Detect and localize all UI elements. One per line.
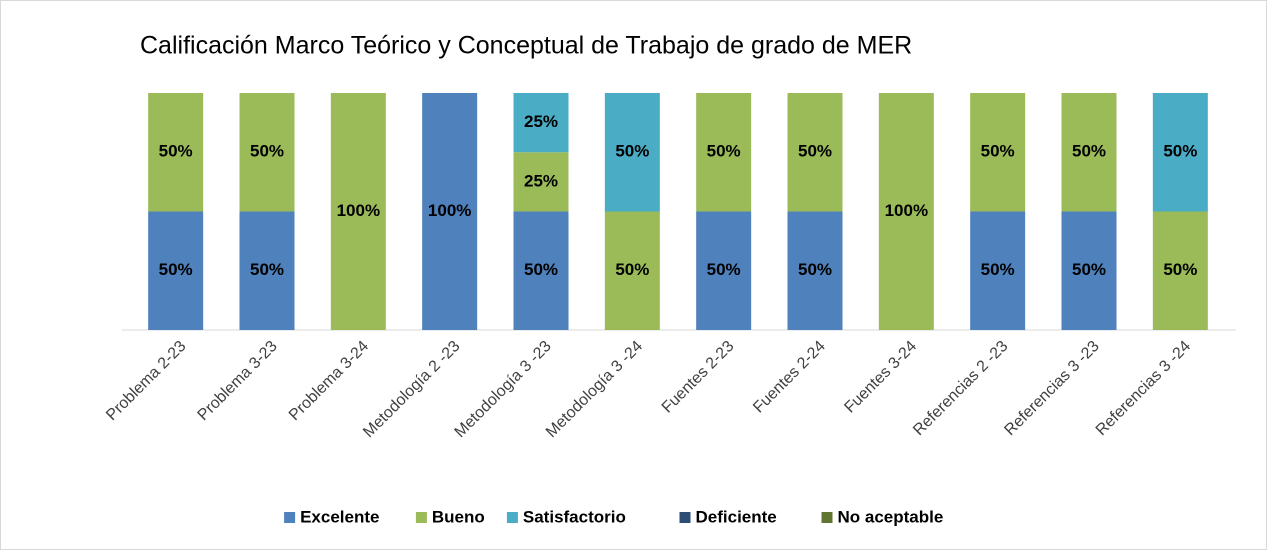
legend-swatch [506,512,518,523]
bar-segment [148,211,204,330]
data-label: 50% [981,142,1015,161]
bar-segment [970,93,1026,212]
bar-segment [787,211,843,330]
data-label: 100% [428,201,471,220]
data-label: 25% [524,171,558,190]
bar-segment [148,93,204,212]
data-label: 50% [798,142,832,161]
legend-label: Bueno [432,507,485,526]
data-label: 25% [524,112,558,131]
data-label: 50% [1072,142,1106,161]
data-label: 50% [1072,260,1106,279]
legend-swatch [679,512,691,523]
bar-segment [604,93,660,212]
bar-segment [604,211,660,330]
legend-label: Excelente [300,507,379,526]
bar-segment [970,211,1026,330]
bar-segment [422,93,478,330]
bar-segment [239,93,295,212]
bar-segment [330,93,386,330]
data-label: 50% [250,260,284,279]
bar-segment [1061,93,1117,212]
chart-title: Calificación Marco Teórico y Conceptual … [140,32,912,60]
legend-swatch [415,512,427,523]
bar-segment [513,152,569,212]
bar-segment [696,211,752,330]
legend-label: Deficiente [696,507,777,526]
data-label: 50% [981,260,1015,279]
bar-segment [1061,211,1117,330]
bar-segment [1152,211,1208,330]
data-label: 50% [707,260,741,279]
legend-label: No aceptable [838,507,944,526]
bar-segment [513,93,569,153]
legend-label: Satisfactorio [523,507,626,526]
bar-segment [513,211,569,330]
bar-segment [239,211,295,330]
data-label: 100% [885,201,928,220]
data-label: 50% [707,142,741,161]
bar-segment [787,93,843,212]
data-label: 50% [159,260,193,279]
data-label: 50% [615,260,649,279]
legend-swatch [284,512,296,523]
legend-swatch [821,512,833,523]
bar-segment [878,93,934,330]
bar-segment [1152,93,1208,212]
data-label: 50% [159,142,193,161]
data-label: 50% [1163,142,1197,161]
data-label: 50% [1163,260,1197,279]
data-label: 50% [524,260,558,279]
data-label: 50% [798,260,832,279]
data-label: 50% [250,142,284,161]
data-label: 100% [337,201,380,220]
bar-segment [696,93,752,212]
data-label: 50% [615,142,649,161]
